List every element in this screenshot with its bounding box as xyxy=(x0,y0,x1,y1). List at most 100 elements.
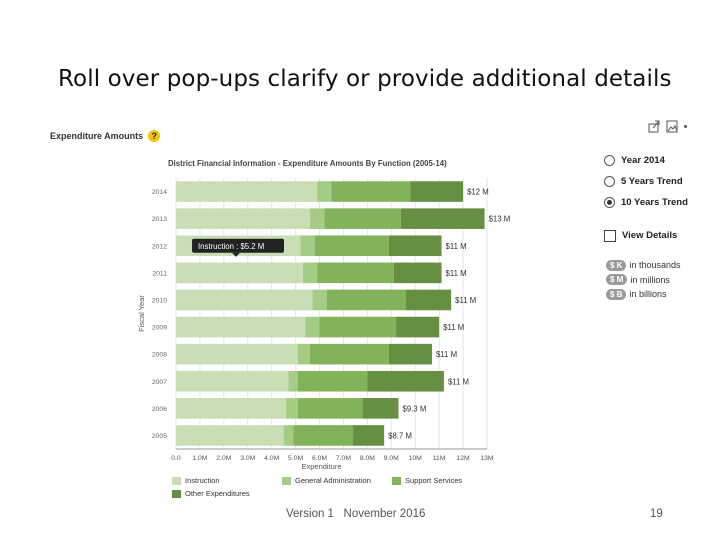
radio-label: 10 Years Trend xyxy=(621,197,688,208)
y-tick-label: 2010 xyxy=(152,297,167,304)
bar-segment xyxy=(331,181,411,202)
legend-item-general-administration[interactable]: General Administration xyxy=(282,476,382,485)
export-icon[interactable] xyxy=(648,120,660,133)
bar-segment xyxy=(314,235,389,257)
image-icon[interactable] xyxy=(666,120,678,133)
radio-label: 5 Years Trend xyxy=(621,176,683,187)
legend-label: Other Expenditures xyxy=(185,489,250,498)
bar-segment xyxy=(293,425,354,446)
bar-segment xyxy=(176,398,287,419)
x-tick-label: 3.0M xyxy=(240,455,255,462)
bar-segment xyxy=(176,181,318,202)
unit-thousands[interactable]: $ K in thousands xyxy=(606,258,681,273)
unit-selector: $ K in thousands $ M in millions $ B in … xyxy=(606,258,681,302)
legend-swatch xyxy=(172,476,181,485)
y-tick-label: 2008 xyxy=(152,352,167,359)
bar-total-label: $11 M xyxy=(446,242,467,251)
y-tick-label: 2011 xyxy=(152,270,167,277)
bar-segment xyxy=(400,208,485,229)
radio-button[interactable] xyxy=(604,176,615,187)
view-details-label: View Details xyxy=(622,230,678,241)
bar-segment xyxy=(305,316,320,338)
bar-segment xyxy=(288,370,299,392)
x-tick-label: 6.0M xyxy=(312,455,327,462)
bar-segment xyxy=(176,343,299,365)
panel-title-text: Expenditure Amounts xyxy=(50,131,144,141)
y-axis-label: Fiscal Year xyxy=(137,295,146,332)
bar-segment xyxy=(317,181,332,202)
bar-total-label: $11 M xyxy=(446,269,467,278)
legend-swatch xyxy=(392,476,401,485)
bar-segment xyxy=(298,398,363,419)
radio-button-selected[interactable] xyxy=(604,197,615,208)
bar-total-label: $13 M xyxy=(489,215,511,224)
radio-button[interactable] xyxy=(604,155,615,166)
slide-title: Roll over pop-ups clarify or provide add… xyxy=(58,66,672,92)
bar-segment xyxy=(362,398,399,419)
bar-segment xyxy=(298,343,310,365)
unit-billions[interactable]: $ B in billions xyxy=(606,287,681,302)
bar-segment xyxy=(309,343,389,365)
x-tick-label: 13M xyxy=(480,455,494,462)
x-axis-label: Expenditure xyxy=(301,462,341,471)
unit-badge[interactable]: $ K xyxy=(606,259,627,271)
legend-item-instruction[interactable]: Instruction xyxy=(172,476,272,485)
bar-segment xyxy=(176,289,313,311)
y-tick-label: 2009 xyxy=(152,325,167,332)
panel-title: Expenditure Amounts ? xyxy=(50,130,161,142)
legend-label: General Administration xyxy=(295,476,371,485)
bar-segment xyxy=(176,316,306,338)
x-tick-label: 7.0M xyxy=(336,455,351,462)
x-tick-label: 12M xyxy=(456,455,470,462)
bar-segment xyxy=(396,316,440,338)
legend-item-support-services[interactable]: Support Services xyxy=(392,476,462,485)
y-tick-label: 2005 xyxy=(152,433,167,440)
bar-segment xyxy=(286,398,299,419)
bar-total-label: $12 M xyxy=(467,188,489,197)
unit-badge[interactable]: $ B xyxy=(606,288,627,300)
tooltip-pointer xyxy=(232,252,240,257)
unit-badge[interactable]: $ M xyxy=(606,274,628,286)
unit-label: in millions xyxy=(630,274,670,285)
bar-segment xyxy=(326,289,406,311)
question-icon[interactable]: ? xyxy=(148,130,161,142)
x-tick-label: 11M xyxy=(433,455,446,462)
more-icon[interactable] xyxy=(684,125,687,128)
view-details-checkbox-row[interactable]: View Details xyxy=(604,225,688,246)
unit-label: in thousands xyxy=(629,260,681,271)
bar-segment xyxy=(309,208,325,229)
bar-segment xyxy=(410,181,464,202)
bar-segment xyxy=(317,262,394,284)
bar-total-label: $11 M xyxy=(455,296,476,305)
x-tick-label: 2.0M xyxy=(216,455,231,462)
radio-10-years-trend[interactable]: 10 Years Trend xyxy=(604,192,688,213)
chart-toolbar xyxy=(648,120,687,133)
bar-segment xyxy=(300,235,315,257)
view-options: Year 2014 5 Years Trend 10 Years Trend V… xyxy=(604,150,688,246)
x-tick-label: 5.0M xyxy=(288,455,303,462)
x-tick-label: 4.0M xyxy=(264,455,279,462)
legend-item-other-expenditures[interactable]: Other Expenditures xyxy=(172,489,250,498)
bar-total-label: $11 M xyxy=(443,323,464,332)
unit-label: in billions xyxy=(629,289,667,300)
bar-segment xyxy=(319,316,397,338)
bar-segment xyxy=(388,343,432,365)
view-details-checkbox[interactable] xyxy=(604,229,616,242)
x-tick-label: 1.0M xyxy=(192,455,207,462)
y-tick-label: 2012 xyxy=(152,243,167,250)
unit-millions[interactable]: $ M in millions xyxy=(606,273,681,288)
bar-total-label: $11 M xyxy=(448,377,469,386)
y-tick-label: 2014 xyxy=(152,189,167,196)
bar-segment xyxy=(176,370,289,392)
expenditure-chart: District Financial Information - Expendi… xyxy=(137,159,511,471)
bar-total-label: $9.3 M xyxy=(402,404,426,413)
radio-5-years-trend[interactable]: 5 Years Trend xyxy=(604,171,688,192)
bar-segment xyxy=(176,425,284,446)
legend-label: Support Services xyxy=(405,476,463,485)
legend-swatch xyxy=(172,489,181,498)
bar-segment xyxy=(393,262,442,284)
x-tick-label: 8.0M xyxy=(360,455,375,462)
bar-total-label: $8.7 M xyxy=(388,431,412,440)
radio-year-2014[interactable]: Year 2014 xyxy=(604,150,688,171)
bar-segment xyxy=(176,208,310,229)
